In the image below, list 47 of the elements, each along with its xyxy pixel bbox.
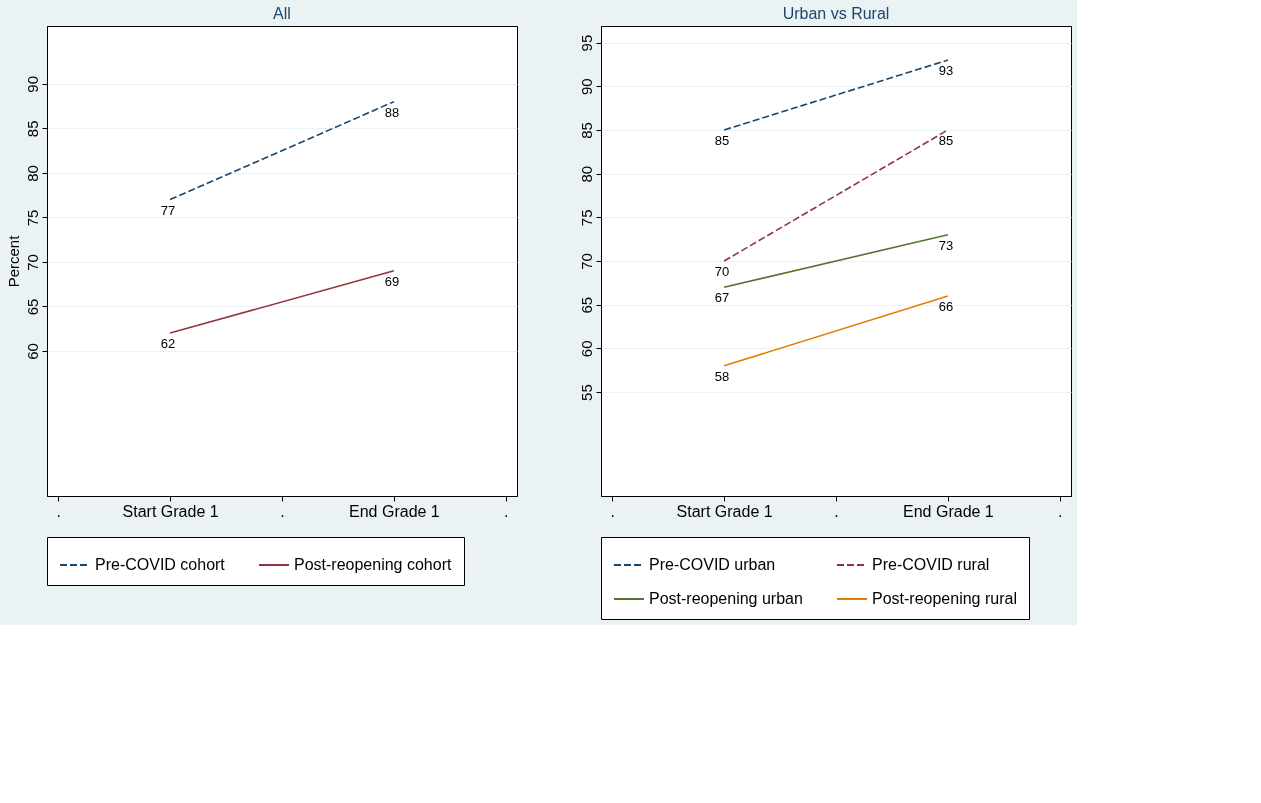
y-tick-label: 75 [577,209,595,227]
data-label: 73 [938,237,954,253]
data-label: 69 [384,273,400,289]
chart-title: All [273,5,291,22]
x-tick-label: . [610,502,615,520]
y-tick-label: 55 [577,384,595,401]
y-tick-label: 70 [23,254,41,271]
legend-label: Pre-COVID urban [649,556,776,573]
legend-label: Post-reopening cohort [294,556,452,573]
data-label: 70 [714,264,730,279]
x-tick-label: End Grade 1 [349,502,440,520]
legend-label: Pre-COVID cohort [95,556,226,573]
x-tick-label: End Grade 1 [903,502,994,520]
data-label: 93 [938,63,954,79]
y-tick-label: 65 [577,296,595,314]
chart-title: Urban vs Rural [782,5,890,22]
y-axis-title: Percent [4,234,22,288]
data-label: 66 [938,298,954,314]
y-tick-label: 75 [23,209,41,227]
y-tick-label: 90 [577,78,595,96]
data-label: 62 [160,336,176,352]
data-label: 58 [714,368,730,384]
y-tick-label: 60 [23,343,41,360]
x-tick-label: . [280,502,285,520]
y-tick-label: 65 [23,298,41,316]
x-tick-label: . [56,502,61,520]
y-tick-label: 85 [23,120,41,138]
x-tick-label: Start Grade 1 [122,502,219,520]
legend-label: Pre-COVID rural [872,556,990,573]
legend-label: Post-reopening urban [649,590,803,607]
data-label: 85 [714,132,730,148]
y-tick-label: 70 [577,253,595,270]
x-tick-label: . [834,502,839,520]
data-label: 85 [938,132,954,148]
data-label: 88 [384,104,400,120]
y-tick-label: 80 [23,165,41,182]
data-label: 67 [714,290,730,306]
y-tick-label: 85 [577,122,595,139]
x-tick-label: Start Grade 1 [676,502,773,520]
legend-label: Post-reopening rural [872,590,1017,607]
y-tick-label: 90 [23,76,41,93]
x-tick-label: . [504,502,509,520]
x-tick-label: . [1058,502,1063,520]
y-tick-label: 80 [577,165,595,183]
y-tick-label: 95 [577,34,595,52]
y-tick-label: 60 [577,340,595,358]
data-label: 77 [160,202,176,218]
